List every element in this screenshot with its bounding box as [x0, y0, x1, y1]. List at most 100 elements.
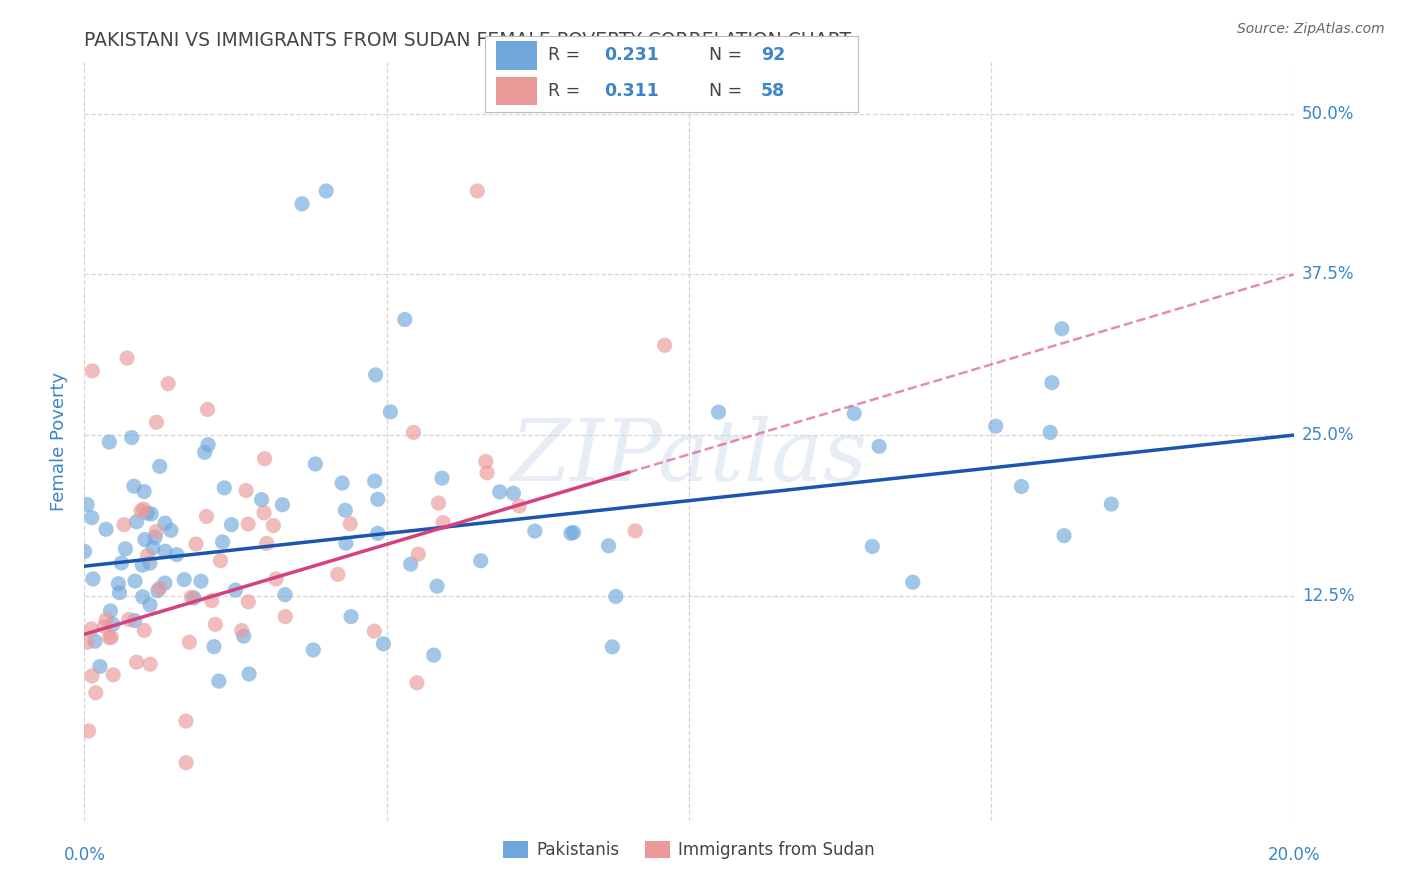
Point — [235, 483, 257, 498]
Point — [232, 629, 254, 643]
Point — [523, 524, 546, 538]
Point — [76, 635, 98, 649]
Point — [98, 631, 121, 645]
Bar — [496, 41, 537, 70]
Point — [141, 507, 163, 521]
Point — [190, 574, 212, 589]
Point — [174, 756, 197, 770]
Point — [80, 622, 103, 636]
Point — [80, 510, 103, 524]
Point — [194, 445, 217, 459]
Text: R =: R = — [548, 46, 586, 64]
Point — [562, 525, 585, 540]
Point — [373, 637, 395, 651]
Bar — [496, 77, 537, 105]
Point — [221, 517, 243, 532]
Point — [253, 506, 276, 520]
Point — [1040, 376, 1063, 390]
Point — [1039, 425, 1062, 440]
Point — [131, 558, 153, 573]
Point — [432, 516, 454, 530]
Point — [124, 614, 146, 628]
Y-axis label: Female Poverty: Female Poverty — [51, 372, 69, 511]
Point — [93, 619, 115, 633]
Point — [363, 624, 385, 639]
Point — [236, 517, 259, 532]
Text: N =: N = — [709, 82, 748, 100]
Point — [132, 502, 155, 516]
Point — [339, 516, 361, 531]
Point — [118, 612, 141, 626]
Point — [271, 498, 294, 512]
Point — [153, 516, 176, 530]
Point — [488, 484, 510, 499]
Point — [335, 536, 357, 550]
Point — [94, 522, 117, 536]
Point — [121, 431, 143, 445]
Point — [129, 504, 152, 518]
Point — [1050, 322, 1073, 336]
Point — [208, 674, 231, 689]
Point — [238, 595, 260, 609]
Point — [602, 640, 624, 654]
Point — [197, 438, 219, 452]
Point — [179, 635, 201, 649]
Point — [427, 496, 450, 510]
Point — [274, 588, 297, 602]
Point — [406, 675, 429, 690]
Point — [291, 196, 314, 211]
Point — [367, 492, 389, 507]
Point — [73, 544, 96, 558]
Point — [197, 402, 219, 417]
Point — [125, 655, 148, 669]
Point — [302, 643, 325, 657]
Point — [264, 572, 287, 586]
Point — [84, 686, 107, 700]
Text: 0.311: 0.311 — [605, 82, 659, 100]
Point — [262, 518, 284, 533]
Point — [173, 573, 195, 587]
Point — [238, 667, 260, 681]
Point — [984, 419, 1007, 434]
Point — [180, 591, 202, 605]
Point — [157, 376, 180, 391]
Point — [426, 579, 449, 593]
Point — [139, 657, 162, 672]
Point — [204, 617, 226, 632]
Point — [82, 572, 104, 586]
Point — [83, 634, 105, 648]
Point — [304, 457, 326, 471]
Point — [115, 351, 138, 365]
Point — [98, 435, 121, 450]
Point — [149, 581, 172, 595]
Point — [470, 554, 492, 568]
Point — [224, 583, 246, 598]
Point — [868, 439, 890, 453]
Point — [394, 312, 416, 326]
Point — [211, 535, 233, 549]
Text: 37.5%: 37.5% — [1302, 266, 1354, 284]
Point — [330, 476, 353, 491]
Text: 20.0%: 20.0% — [1267, 846, 1320, 863]
Point — [160, 524, 183, 538]
Point — [94, 613, 117, 627]
Point — [256, 536, 278, 550]
Point — [340, 609, 363, 624]
Point — [707, 405, 730, 419]
Point — [100, 631, 122, 645]
Point — [195, 509, 218, 524]
Point — [467, 184, 489, 198]
Point — [209, 554, 232, 568]
Point — [136, 549, 159, 563]
Point — [212, 481, 235, 495]
Point — [146, 583, 169, 598]
Text: 58: 58 — [761, 82, 785, 100]
Point — [77, 724, 100, 739]
Point — [274, 609, 297, 624]
Point — [89, 659, 111, 673]
Point — [326, 567, 349, 582]
Point — [1099, 497, 1122, 511]
Point — [402, 425, 425, 440]
Point — [132, 484, 155, 499]
Point — [139, 598, 162, 612]
